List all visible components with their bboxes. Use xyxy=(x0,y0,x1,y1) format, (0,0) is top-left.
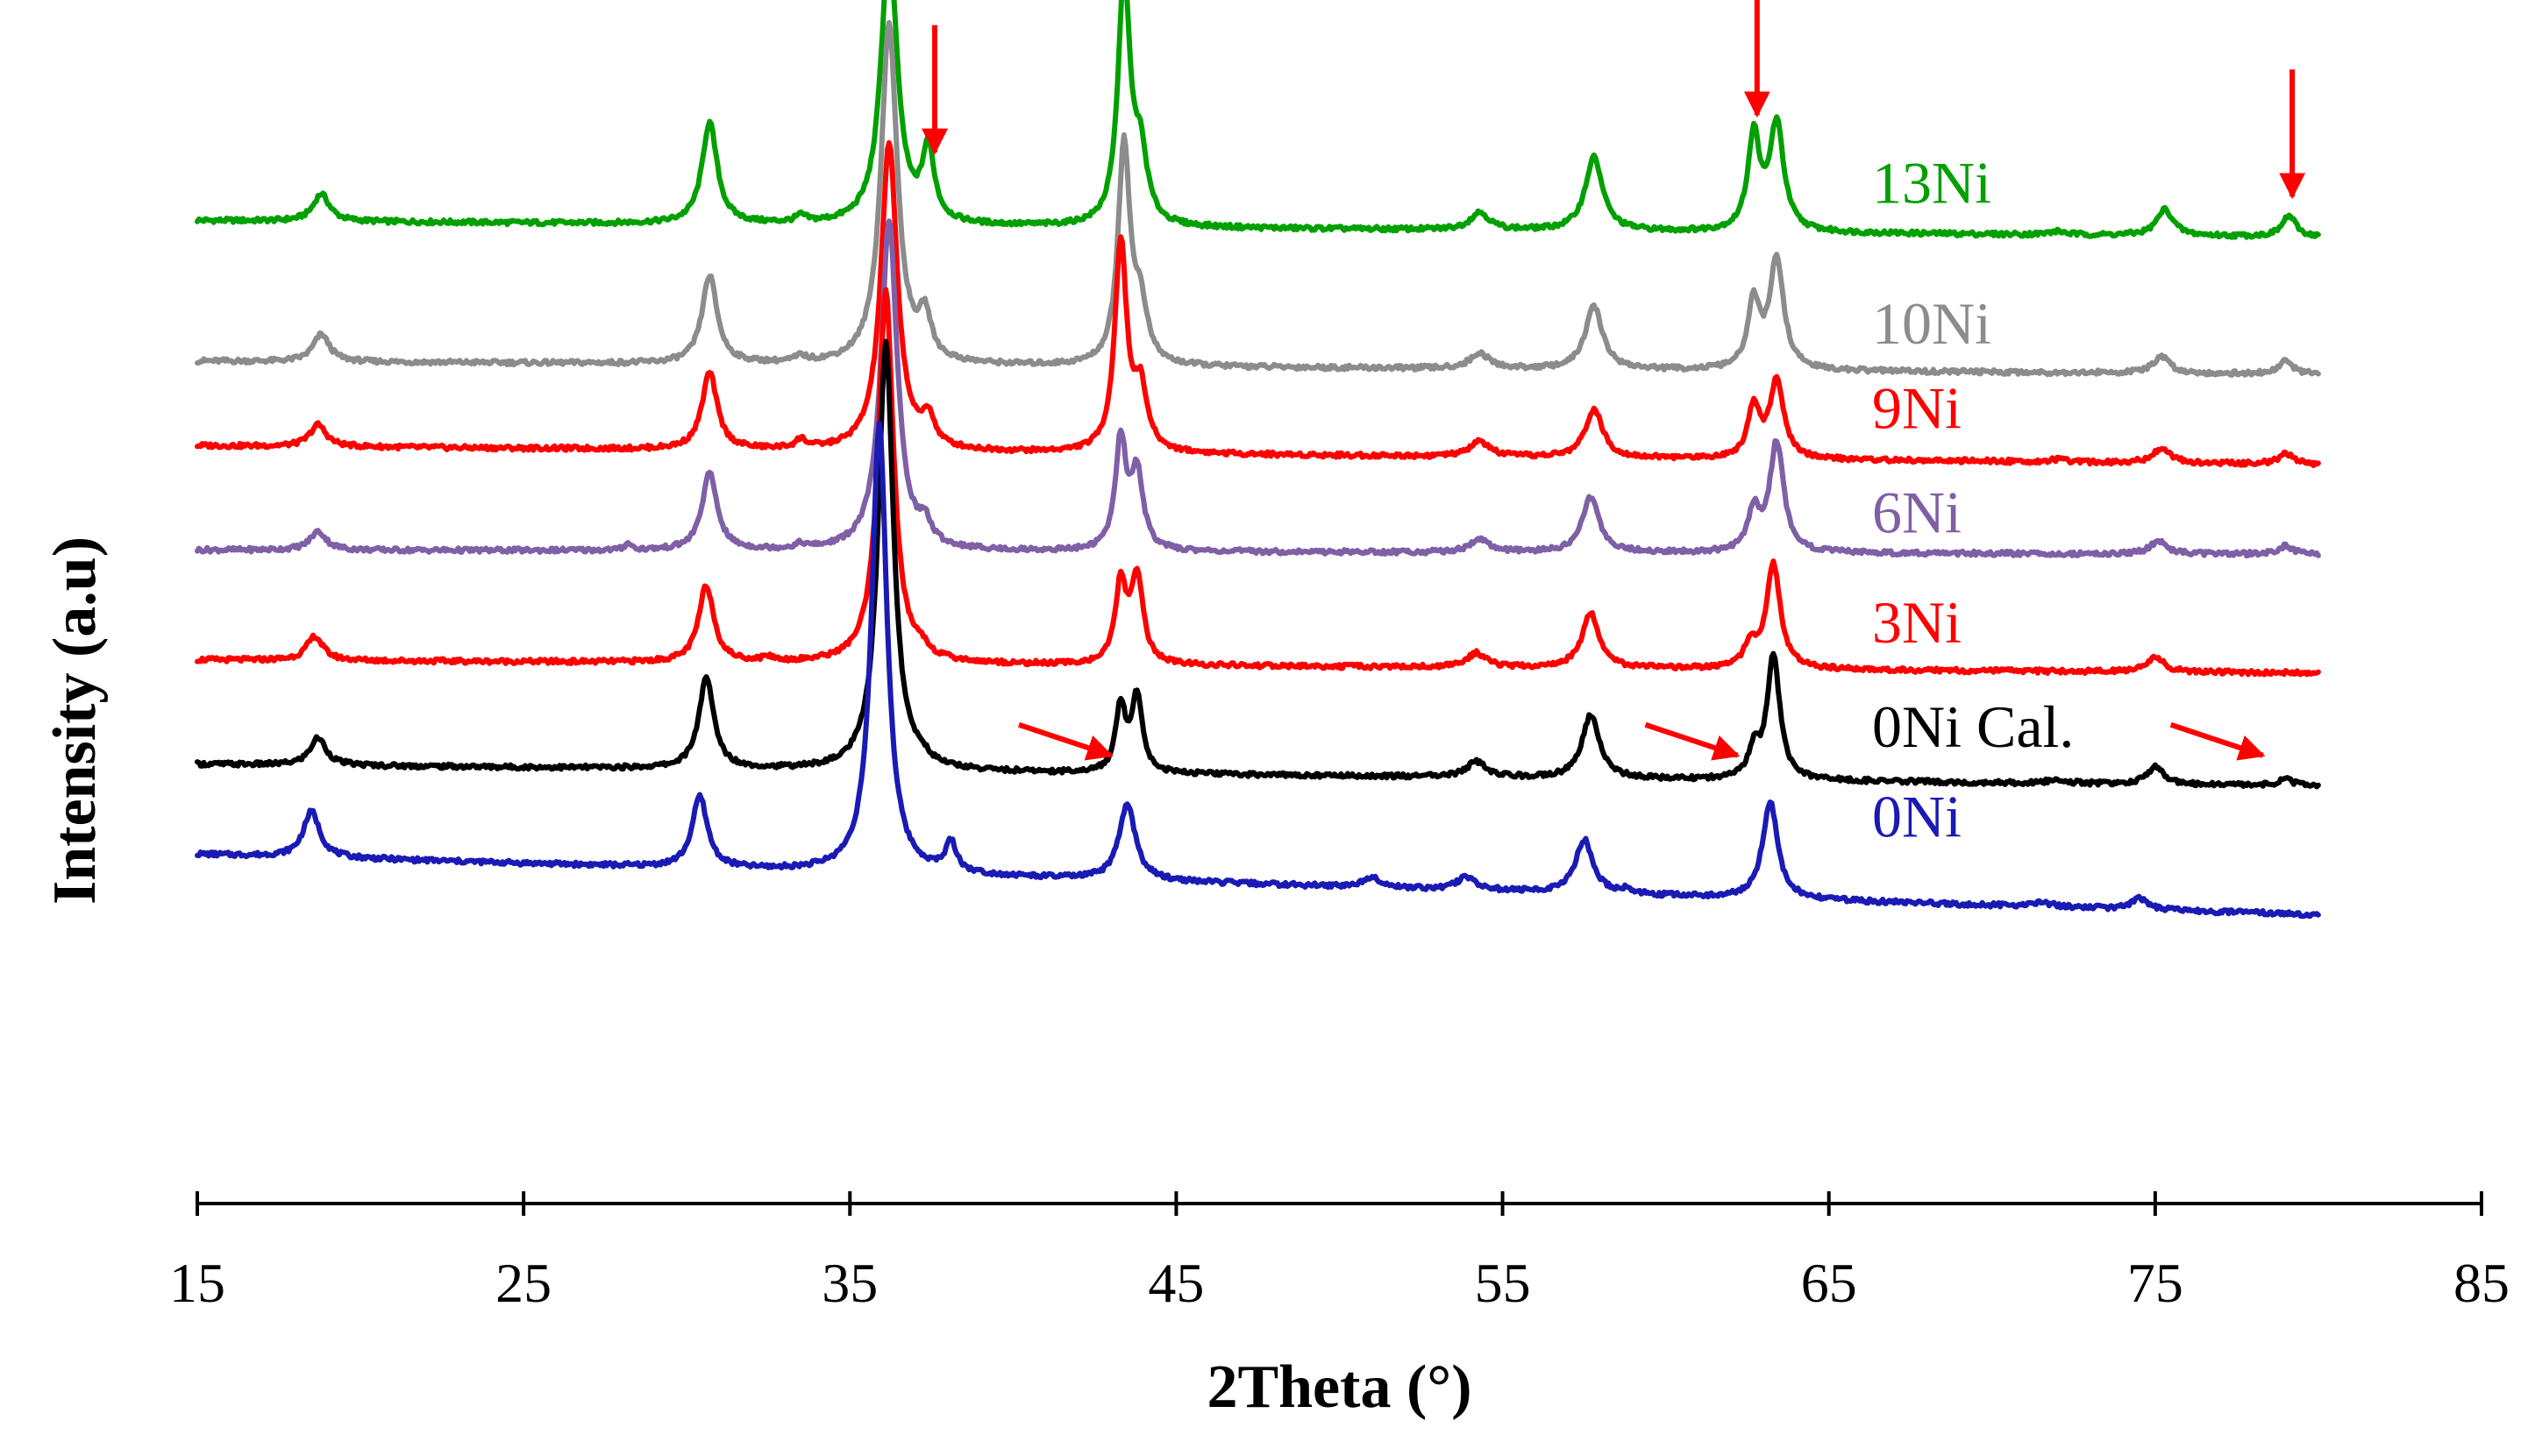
y-axis-title: Intensity (a.u) xyxy=(41,536,109,905)
series-trace-10ni xyxy=(195,19,2321,378)
x-tick-label: 25 xyxy=(495,1252,552,1314)
series-labels: 13Ni 10Ni 9Ni 6Ni 3Ni 0Ni Cal. 0Ni xyxy=(1872,150,2074,850)
x-tick-label: 75 xyxy=(2127,1252,2183,1314)
x-tick-label: 85 xyxy=(2453,1252,2510,1314)
series-label: 6Ni xyxy=(1872,479,1962,545)
series-trace-3ni xyxy=(195,287,2321,678)
side-arrow-annotation xyxy=(1644,721,1741,761)
series-label: 9Ni xyxy=(1872,374,1962,441)
series-label: 13Ni xyxy=(1872,150,1991,217)
x-tick-label: 45 xyxy=(1148,1252,1204,1314)
x-tick-label: 15 xyxy=(169,1252,225,1314)
series-trace-0ni xyxy=(195,420,2321,920)
series-label: 0Ni xyxy=(1872,784,1962,850)
series-trace-0ni-cal xyxy=(195,338,2321,790)
x-tick-label: 55 xyxy=(1475,1252,1531,1314)
series-trace-6ni xyxy=(195,218,2321,558)
series-trace-13ni xyxy=(195,0,2321,240)
side-arrow-annotation xyxy=(1018,721,1114,761)
side-arrow-annotation xyxy=(2169,721,2266,761)
series-label: 10Ni xyxy=(1872,290,1991,357)
x-axis-ticks: 15 25 35 45 55 65 75 85 xyxy=(169,1191,2510,1314)
x-tick-label: 65 xyxy=(1801,1252,1857,1314)
series-label: 0Ni Cal. xyxy=(1872,693,2074,760)
series-label: 3Ni xyxy=(1872,589,1962,656)
x-tick-label: 35 xyxy=(822,1252,878,1314)
peak-annotations xyxy=(922,0,2306,761)
x-axis-title: 2Theta (°) xyxy=(1207,1353,1471,1421)
series-trace-9ni xyxy=(195,139,2321,468)
xrd-traces xyxy=(195,0,2321,920)
